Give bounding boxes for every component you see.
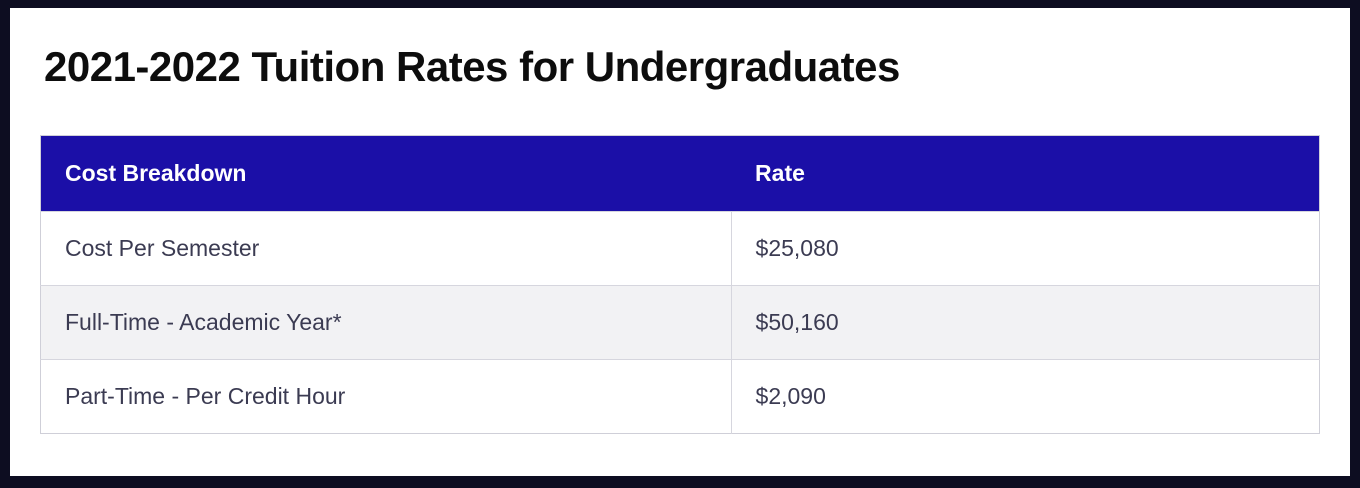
table-row: Part-Time - Per Credit Hour $2,090 — [40, 359, 1320, 434]
row-label-part-time: Part-Time - Per Credit Hour — [40, 359, 732, 434]
row-label-full-time: Full-Time - Academic Year* — [40, 285, 732, 360]
row-label-cost-per-semester: Cost Per Semester — [40, 211, 732, 286]
page-content: 2021-2022 Tuition Rates for Undergraduat… — [10, 8, 1350, 476]
table-row: Full-Time - Academic Year* $50,160 — [40, 285, 1320, 360]
column-header-cost-breakdown: Cost Breakdown — [40, 135, 732, 212]
table-header-row: Cost Breakdown Rate — [40, 135, 1320, 212]
row-rate-part-time: $2,090 — [730, 359, 1320, 434]
tuition-rates-table: Cost Breakdown Rate Cost Per Semester $2… — [40, 135, 1320, 434]
row-rate-cost-per-semester: $25,080 — [730, 211, 1320, 286]
table-row: Cost Per Semester $25,080 — [40, 211, 1320, 286]
row-rate-full-time: $50,160 — [730, 285, 1320, 360]
page-title: 2021-2022 Tuition Rates for Undergraduat… — [44, 43, 900, 90]
column-header-rate: Rate — [731, 135, 1320, 212]
